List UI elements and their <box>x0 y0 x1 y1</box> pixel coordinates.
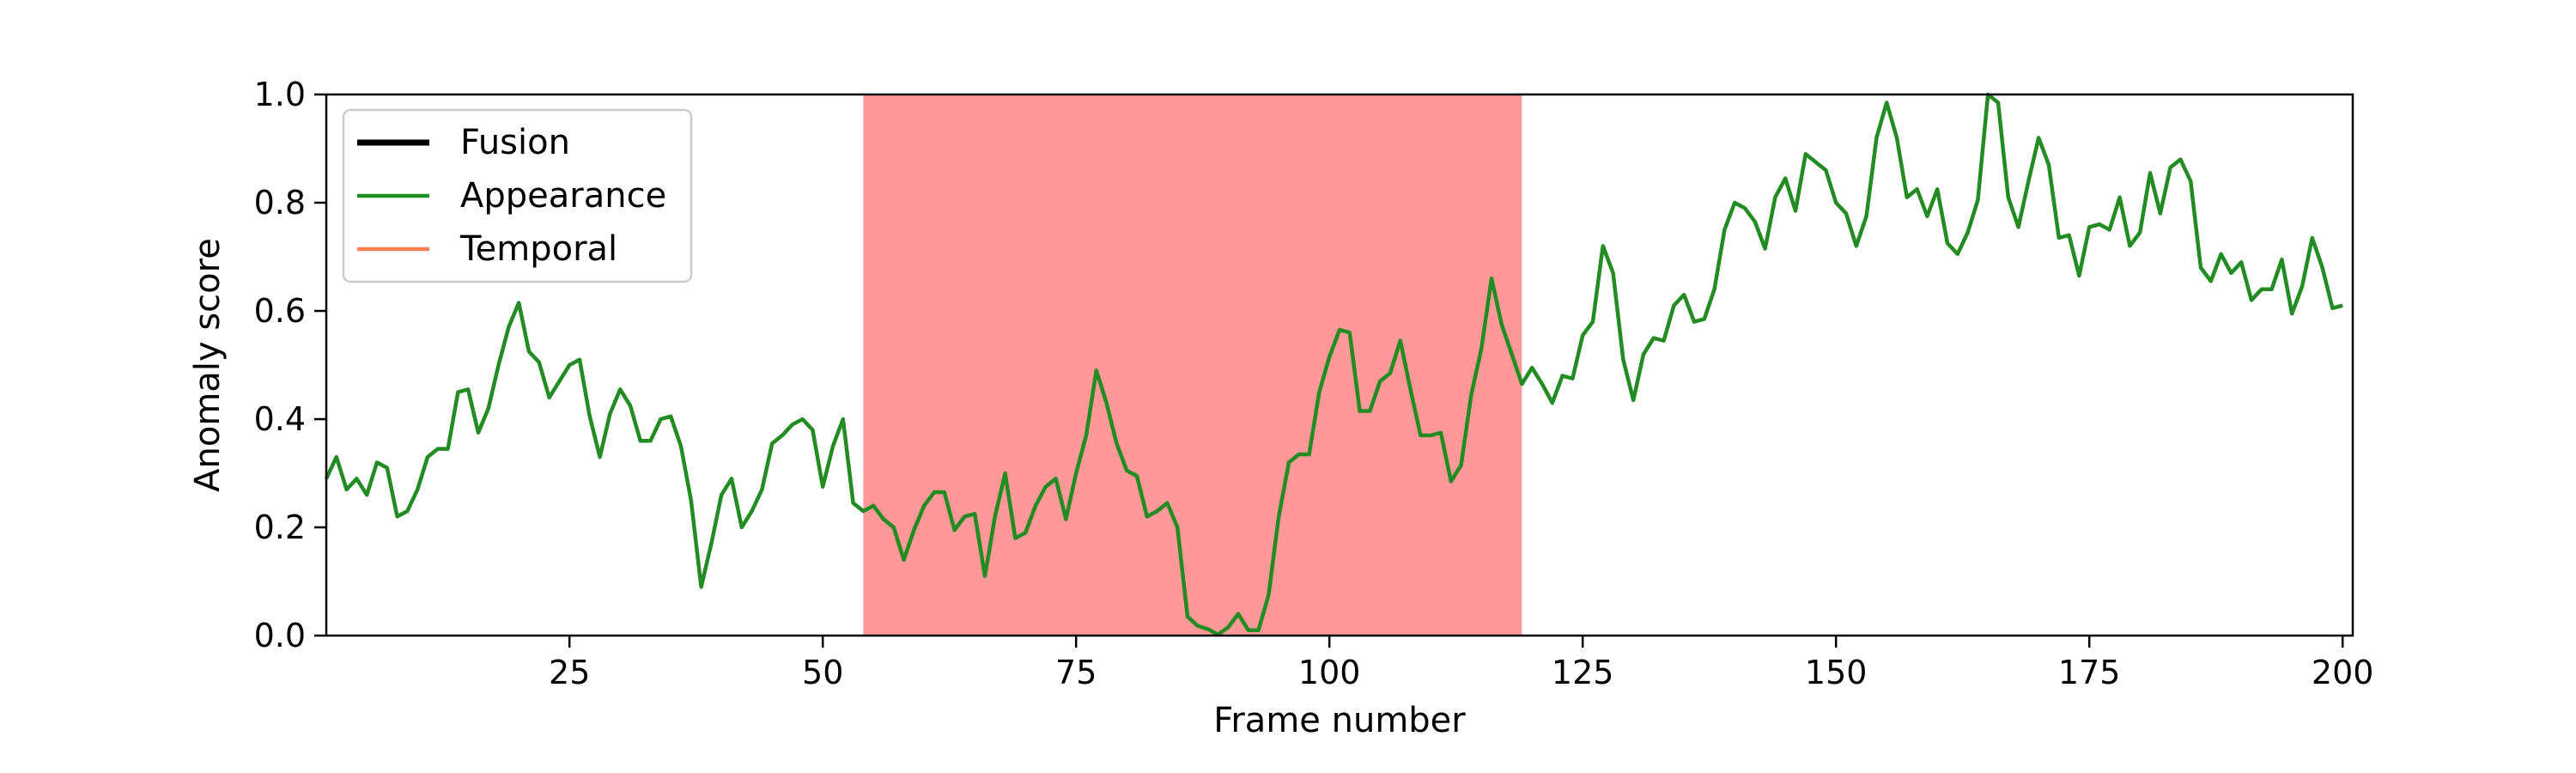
axes-layer: 25 50 75 100 125 150 175 200 0.0 0.2 0.4 0.6 0.8 1.0 F… <box>188 76 2373 740</box>
y-tick-label: 0.6 <box>254 292 306 330</box>
y-axis-label: Anomaly score <box>188 238 228 492</box>
legend-label-temporal: Temporal <box>459 229 617 269</box>
anomaly-region <box>863 94 1522 636</box>
x-tick-label: 175 <box>2058 654 2121 691</box>
x-tick-label: 100 <box>1298 654 1361 691</box>
series-line-appearance <box>324 92 2343 636</box>
y-tick-label: 0.8 <box>254 184 306 222</box>
x-tick-label: 25 <box>549 654 590 691</box>
legend: Fusion Appearance Temporal <box>342 108 693 283</box>
legend-box <box>342 108 693 283</box>
y-tick-label: 0.4 <box>254 400 306 438</box>
plot-area <box>324 92 2343 636</box>
y-tick-label: 0.0 <box>254 617 306 654</box>
x-tick-label: 150 <box>1805 654 1868 691</box>
x-tick-label: 75 <box>1055 654 1097 691</box>
axes-frame <box>325 93 2354 637</box>
x-axis-label: Frame number <box>1213 701 1466 740</box>
x-tick-label: 125 <box>1552 654 1614 691</box>
legend-label-fusion: Fusion <box>460 123 570 162</box>
y-tick-label: 1.0 <box>254 76 306 113</box>
legend-label-appearance: Appearance <box>460 176 666 216</box>
y-tick-label: 0.2 <box>254 508 306 546</box>
x-tick-label: 50 <box>802 654 843 691</box>
x-tick-label: 200 <box>2312 654 2374 691</box>
